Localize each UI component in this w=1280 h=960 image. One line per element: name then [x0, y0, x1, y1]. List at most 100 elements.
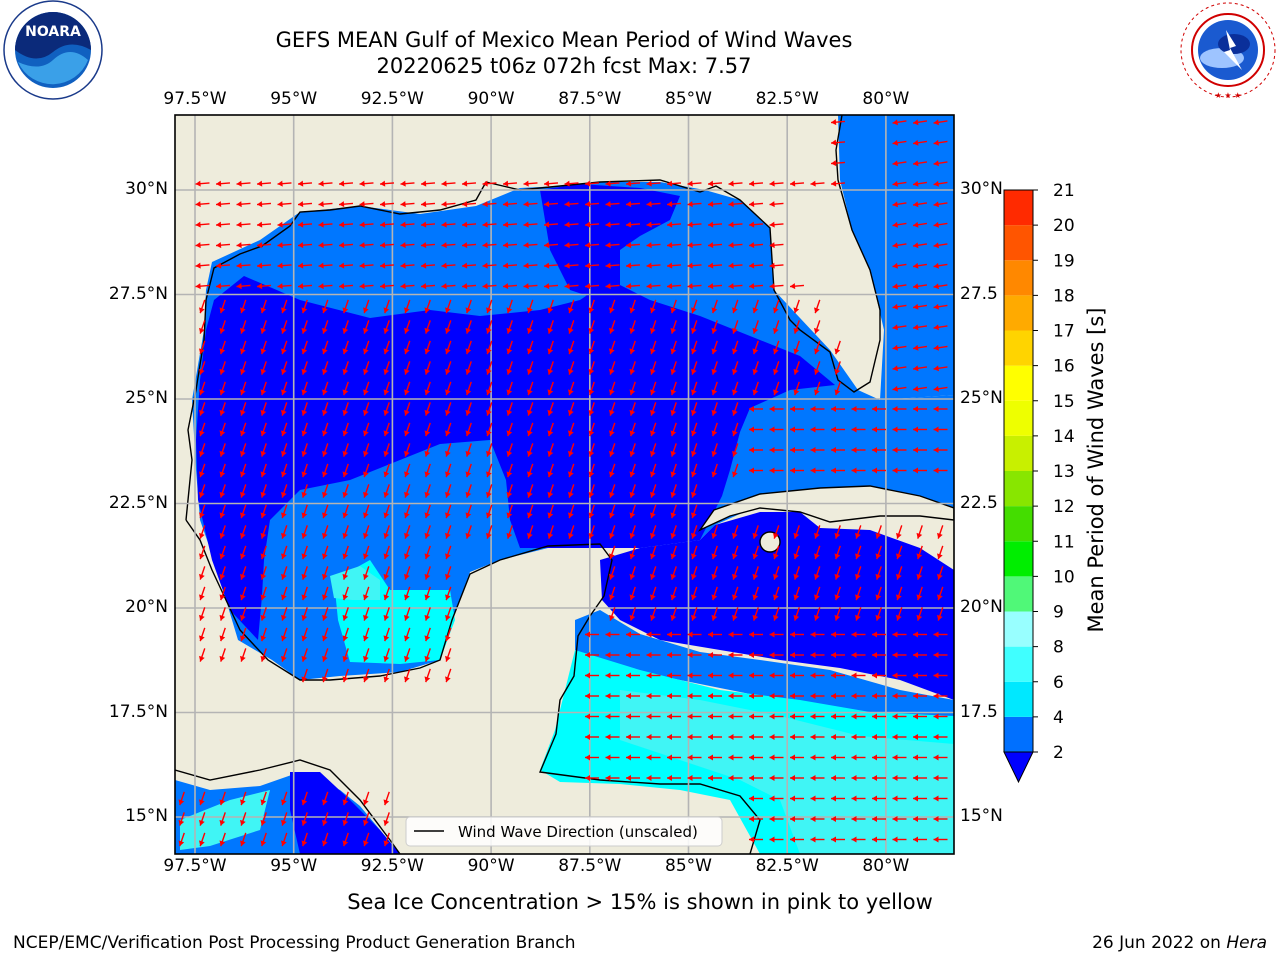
wave-direction-arrow — [219, 607, 226, 621]
wave-direction-arrow — [625, 283, 641, 290]
wave-direction-arrow — [568, 402, 575, 416]
wave-direction-arrow — [892, 467, 907, 474]
wave-direction-arrow — [219, 402, 226, 416]
wave-direction-arrow — [851, 795, 866, 802]
wave-direction-arrow — [769, 836, 784, 843]
wave-direction-arrow — [851, 775, 866, 781]
wave-direction-arrow — [322, 299, 329, 314]
wave-direction-arrow — [547, 340, 554, 355]
wave-direction-arrow — [441, 283, 456, 290]
wave-direction-arrow — [707, 242, 723, 249]
wave-direction-arrow — [424, 648, 431, 662]
wave-direction-arrow — [445, 361, 452, 375]
lat-tick-left: 20°N — [125, 597, 168, 617]
gulf-northeast-deep — [540, 184, 680, 300]
wave-direction-arrow — [666, 262, 682, 269]
wave-direction-arrow — [215, 283, 231, 290]
wave-direction-arrow — [461, 283, 477, 290]
colorbar-tick-label: 11 — [1053, 532, 1075, 552]
wave-direction-arrow — [667, 693, 681, 699]
wave-direction-arrow — [711, 361, 718, 375]
wave-direction-arrow — [933, 221, 948, 228]
wave-direction-arrow — [646, 734, 661, 740]
wave-direction-arrow — [240, 607, 247, 621]
wave-direction-arrow — [199, 422, 206, 437]
wave-direction-arrow — [605, 631, 620, 638]
wave-direction-arrow — [691, 504, 698, 519]
wave-direction-arrow — [547, 525, 554, 539]
lat-tick-right: 20°N — [960, 597, 1003, 617]
wave-direction-arrow — [752, 340, 759, 355]
wave-direction-arrow — [916, 586, 923, 601]
wave-direction-arrow — [707, 201, 723, 208]
wave-direction-arrow — [465, 504, 472, 519]
wave-direction-arrow — [359, 221, 374, 228]
wave-direction-arrow — [892, 139, 907, 146]
wave-direction-arrow — [400, 283, 415, 290]
wave-direction-arrow — [834, 340, 841, 355]
wave-direction-arrow — [445, 299, 452, 314]
machine-name: Hera — [1226, 933, 1267, 953]
wave-direction-arrow — [465, 443, 472, 457]
lon-tick-top: 82.5°W — [755, 89, 819, 109]
wave-direction-arrow — [301, 832, 308, 847]
colorbar-tick-label: 8 — [1053, 638, 1064, 658]
wave-direction-arrow — [670, 299, 677, 314]
wave-direction-arrow — [506, 484, 513, 498]
wave-direction-arrow — [831, 775, 845, 781]
wave-direction-arrow — [650, 443, 657, 457]
wave-direction-arrow — [383, 586, 390, 601]
wave-direction-arrow — [749, 795, 763, 802]
wave-direction-arrow — [260, 648, 267, 662]
wave-direction-arrow — [892, 283, 907, 290]
wave-direction-arrow — [670, 607, 677, 621]
wave-direction-arrow — [301, 463, 308, 478]
wave-direction-arrow — [383, 832, 390, 847]
wave-direction-arrow — [178, 791, 185, 806]
wave-direction-arrow — [281, 299, 288, 314]
lat-tick-right: 22.5 — [960, 492, 998, 513]
wave-direction-arrow — [322, 340, 329, 355]
wave-direction-arrow — [892, 672, 907, 679]
wave-direction-arrow — [322, 402, 329, 416]
wave-direction-arrow — [277, 221, 292, 228]
wave-direction-arrow — [646, 201, 661, 208]
wave-direction-arrow — [875, 586, 882, 601]
nws-logo: ★ ★ ★ — [1180, 2, 1276, 100]
wave-direction-arrow — [363, 422, 370, 437]
wave-direction-arrow — [666, 242, 682, 249]
wave-direction-arrow — [404, 545, 411, 560]
wave-direction-arrow — [773, 299, 780, 314]
wave-direction-arrow — [281, 402, 288, 416]
wave-direction-arrow — [773, 361, 780, 375]
wave-direction-arrow — [670, 545, 677, 560]
wave-direction-arrow — [363, 463, 370, 478]
wave-direction-arrow — [383, 791, 390, 806]
wave-direction-arrow — [732, 320, 739, 334]
wave-direction-arrow — [810, 180, 825, 187]
wave-direction-arrow — [322, 545, 329, 560]
wave-direction-arrow — [588, 463, 595, 478]
wave-direction-arrow — [547, 422, 554, 437]
pacific-coastline — [175, 759, 401, 854]
wave-direction-arrow — [814, 320, 821, 334]
wave-direction-arrow — [461, 262, 477, 269]
wave-direction-arrow — [691, 320, 698, 334]
wave-direction-arrow — [605, 221, 620, 228]
wave-direction-arrow — [892, 775, 907, 781]
wave-direction-arrow — [523, 180, 538, 187]
wave-direction-arrow — [297, 242, 313, 249]
wave-direction-arrow — [708, 775, 722, 781]
wave-direction-arrow — [301, 566, 308, 580]
wave-direction-arrow — [872, 836, 886, 843]
lon-tick-top: 87.5°W — [558, 89, 622, 109]
wave-direction-arrow — [383, 607, 390, 621]
wave-direction-arrow — [912, 119, 928, 126]
wave-direction-arrow — [400, 180, 415, 187]
wave-direction-arrow — [769, 262, 784, 269]
wave-direction-arrow — [769, 406, 784, 412]
wave-direction-arrow — [240, 422, 247, 437]
wave-direction-arrow — [687, 221, 702, 228]
wave-direction-arrow — [363, 545, 370, 560]
wave-direction-arrow — [625, 221, 641, 228]
